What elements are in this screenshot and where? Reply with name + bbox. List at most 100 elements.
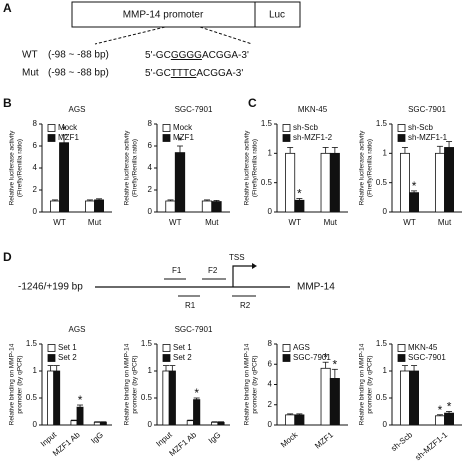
legend-label: Set 1	[58, 343, 77, 352]
legend-label: SGC-7901	[293, 353, 331, 362]
y-tick-label: 6	[33, 141, 38, 150]
x-tick-label: Input	[154, 430, 174, 449]
y-tick-label: 0	[148, 420, 153, 429]
gene-label: MMP-14	[297, 282, 335, 293]
y-tick-label: 0	[268, 420, 273, 429]
y-axis-label: Relative binding on MMP-14	[244, 343, 251, 425]
legend-label: MZF1	[58, 133, 79, 142]
y-tick-label: 4	[33, 163, 38, 172]
reporter-label: Luc	[269, 10, 285, 21]
y-tick-label: 1	[148, 366, 153, 375]
legend-label: Set 2	[173, 353, 192, 362]
bar	[53, 370, 61, 426]
x-tick-label: WT	[289, 218, 302, 227]
bar	[285, 414, 296, 426]
x-tick-label: sh-Scb	[389, 430, 414, 453]
legend-label: Mock	[173, 123, 193, 132]
y-axis-label: promoter (by qPCR)	[17, 355, 24, 413]
y-tick-label: 1	[33, 366, 38, 375]
bar	[409, 370, 420, 426]
seq-part: 5'-GC	[145, 50, 171, 61]
x-tick-label: MZF1	[313, 430, 335, 451]
bar	[285, 152, 296, 213]
reporter-box	[254, 1, 301, 28]
y-axis-label: Relative luciferase activity	[359, 130, 366, 206]
y-axis-label: (Firefly/Renilla ratio)	[132, 139, 139, 197]
panel-letter: D	[3, 250, 12, 264]
y-tick-label: 2	[268, 400, 273, 409]
legend-label: MZF1	[173, 133, 194, 142]
promoter-label: MMP-14 promoter	[123, 10, 204, 21]
legend-label: MKN-45	[408, 343, 438, 352]
legend-label: sh-Scb	[408, 123, 433, 132]
bar	[174, 152, 186, 213]
y-axis-label: Relative binding on MMP-14	[124, 343, 131, 425]
bar	[409, 192, 420, 213]
bar	[168, 370, 176, 426]
promoter-box	[71, 1, 256, 28]
legend-swatch	[47, 124, 56, 132]
chart-title: SGC-7901	[408, 105, 446, 114]
bar	[444, 147, 455, 213]
legend-swatch	[397, 344, 406, 352]
tss-arrowhead	[252, 263, 257, 269]
y-tick-label: 1.5	[376, 339, 388, 348]
bar	[70, 420, 78, 426]
row-name: WT	[22, 50, 38, 61]
y-tick-label: 2	[33, 185, 38, 194]
chart-title: SGC-7901	[175, 325, 213, 334]
x-tick-label: sh-MZF1-1	[413, 430, 449, 462]
zoom-line	[94, 26, 166, 45]
bar	[444, 412, 455, 426]
legend-swatch	[162, 344, 171, 352]
legend-label: AGS	[293, 343, 310, 352]
bar	[186, 420, 194, 426]
x-tick-label: Mut	[438, 218, 452, 227]
y-axis-label: (Firefly/Renilla ratio)	[17, 139, 24, 197]
legend-swatch	[162, 134, 171, 142]
bar	[162, 370, 170, 426]
legend-swatch	[47, 134, 56, 142]
significance-label: *	[297, 187, 302, 201]
y-axis-label: promoter (by qPCR)	[252, 355, 259, 413]
y-tick-label: 0	[383, 207, 388, 216]
bar	[329, 152, 340, 213]
bar	[165, 200, 176, 213]
y-tick-label: 0.5	[376, 178, 388, 187]
y-tick-label: 1	[383, 148, 388, 157]
seq-part: ACGGA-3'	[196, 68, 243, 79]
y-tick-label: 0.5	[141, 393, 153, 402]
y-tick-label: 1	[383, 366, 388, 375]
legend-swatch	[47, 344, 56, 352]
y-tick-label: 6	[268, 359, 273, 368]
legend-label: Set 2	[58, 353, 77, 362]
seq-site: TTTC	[171, 68, 197, 79]
significance-label: *	[323, 350, 328, 364]
y-axis-label: Relative binding on MMP-14	[359, 343, 366, 425]
legend-label: Set 1	[173, 343, 192, 352]
bar	[193, 399, 201, 426]
zoom-line	[199, 26, 253, 45]
panel-letter: C	[248, 96, 257, 110]
y-tick-label: 0	[33, 420, 38, 429]
y-axis-label: Relative luciferase activity	[124, 130, 131, 206]
chart-title: AGS	[69, 325, 86, 334]
y-tick-label: 0	[33, 207, 38, 216]
bar	[320, 367, 331, 426]
x-tick-label: WT	[53, 218, 66, 227]
legend-label: sh-Scb	[293, 123, 318, 132]
y-tick-label: 2	[148, 185, 153, 194]
legend-label: sh-MZF1-2	[293, 133, 333, 142]
primer-label: F1	[172, 266, 182, 275]
seq-part: 5'-GC	[145, 68, 171, 79]
significance-label: *	[78, 393, 83, 407]
primer-label: R1	[185, 301, 196, 310]
bar	[47, 370, 55, 426]
legend-swatch	[397, 354, 406, 362]
x-tick-label: Mut	[88, 218, 102, 227]
x-tick-label: Mut	[324, 218, 338, 227]
tss-arrow	[232, 265, 252, 287]
legend-label: sh-MZF1-1	[408, 133, 448, 142]
tss-label: TSS	[229, 253, 245, 262]
